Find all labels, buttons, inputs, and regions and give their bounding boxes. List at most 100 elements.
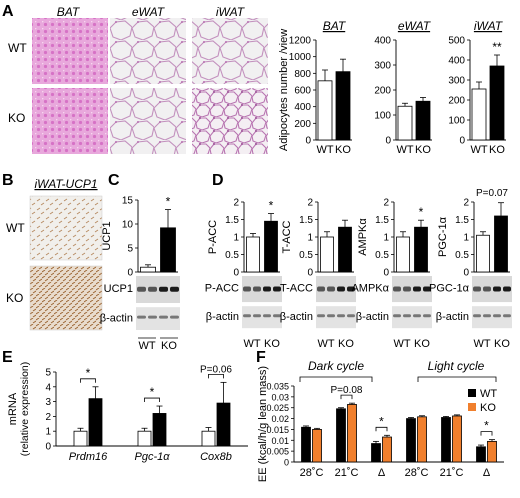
d-pacc-blot-strip-2	[242, 306, 282, 329]
d-pgc-ytick-label: 0	[463, 268, 469, 279]
d-ampk-ylabel: AMPKα	[357, 218, 369, 256]
a-bat-ytick-label: 1000	[289, 52, 312, 63]
e-sig-bracket-1	[144, 397, 160, 403]
e-sig-label-0: *	[86, 366, 91, 380]
panel-c-letter: C	[108, 172, 120, 189]
c-bar-ko	[160, 227, 176, 273]
d-ampk-blot-band	[413, 286, 421, 292]
d-pacc-blot-band	[273, 286, 281, 292]
d-tacc-actin-label: β-actin	[280, 311, 313, 323]
d-pgc-blot-label: PGC-1α	[429, 283, 470, 295]
f-bar-s2-0	[312, 429, 322, 463]
a-iwat-bar-ko	[489, 65, 505, 141]
f-sig-bracket-5	[480, 431, 493, 436]
e-ytick-label: 4	[45, 382, 51, 393]
d-pgc-blot-band	[473, 286, 481, 292]
panel-b-row-ko: KO	[6, 291, 23, 305]
d-ampk-xlabel: WT	[393, 338, 410, 350]
d-ampk-xlabel: KO	[414, 338, 430, 350]
d-pgc-blot-band	[503, 286, 511, 292]
d-pacc-xlabel: KO	[264, 338, 280, 350]
f-bar-s1-1	[336, 408, 346, 463]
micrograph-iwat-wt	[192, 18, 268, 84]
d-tacc-blot-strip-2	[316, 306, 356, 329]
d-tacc-ytick-label: 1	[307, 233, 313, 244]
c-blot-band	[170, 286, 179, 292]
a-ewat-xtick-label: KO	[415, 144, 431, 156]
f-xtick-label: 21˚C	[440, 467, 464, 479]
c-sig-label: *	[166, 195, 171, 209]
panel-f-bracket-light	[417, 376, 497, 382]
d-tacc-actin-band	[337, 314, 345, 318]
d-pgc-xlabel: WT	[473, 338, 490, 350]
c-ytick-label: 0	[127, 268, 133, 279]
f-bar-s2-3	[417, 416, 427, 463]
e-bar-s1-2	[201, 430, 216, 447]
micrograph-ewat-wt	[110, 18, 186, 84]
c-blot-strip-2	[136, 307, 180, 330]
f-sig-bracket-2	[375, 426, 388, 432]
micrograph-bat-wt	[32, 18, 108, 84]
d-pgc-blot-band	[493, 286, 501, 292]
d-pgc-bar-ko	[494, 215, 508, 273]
f-bar-s1-5	[476, 446, 486, 463]
d-pacc-actin-band	[263, 314, 271, 318]
f-bar-s1-3	[406, 418, 416, 463]
f-ytick-label: 0.035	[266, 382, 289, 392]
d-pgc-ytick-label: 0.5	[455, 250, 469, 261]
a-iwat-ytick-label: 100	[448, 116, 465, 127]
panel-b-letter: B	[2, 172, 14, 189]
panel-b-title: iWAT-UCP1	[34, 177, 97, 191]
d-pgc-ylabel: PGC-1α	[437, 216, 449, 257]
d-pacc-ytick-label: 0.5	[225, 250, 239, 261]
e-xtick-label: Prdm16	[69, 451, 108, 463]
d-pacc-xlabel: WT	[243, 338, 260, 350]
c-xlabel: KO	[161, 340, 177, 352]
micrograph-iwat-ko	[192, 88, 268, 154]
f-bar-s1-2	[371, 443, 381, 463]
d-pacc-actin-band	[243, 314, 251, 318]
d-ampk-actin-label: β-actin	[356, 311, 389, 323]
e-ytick-label: 2	[45, 412, 51, 423]
c-ylabel: UCP1	[101, 221, 113, 250]
panel-f-letter: F	[256, 349, 266, 366]
d-ampk-ytick-label: 1	[383, 233, 389, 244]
panel-a-row-wt: WT	[8, 41, 27, 55]
d-ampk-bar-ko	[414, 226, 428, 273]
e-xtick-label: Cox8b	[200, 451, 232, 463]
panel-a-letter: A	[2, 3, 14, 20]
a-bat-ylabel: Adipocytes number /view	[278, 29, 290, 151]
legend-label-wt: WT	[480, 388, 497, 400]
d-pgc-blot-strip-2	[472, 306, 512, 329]
e-ylabel2: (relative expression)	[19, 362, 31, 457]
a-bat-ytick-label: 400	[294, 102, 311, 113]
f-xtick-label: Δ	[483, 467, 491, 479]
panel-e-letter: E	[2, 349, 13, 366]
d-tacc-ytick-label: 0	[307, 268, 313, 279]
panel-a-row-ko: KO	[8, 111, 25, 125]
legend-label-ko: KO	[480, 402, 496, 414]
c-blot-band	[159, 286, 168, 292]
a-bat-title: BAT	[323, 19, 347, 33]
e-ylabel: mRNA	[7, 392, 19, 425]
d-tacc-blot-band	[327, 286, 335, 292]
a-bat-ytick-label: 800	[294, 69, 311, 80]
a-bat-ytick-label: 200	[294, 119, 311, 130]
c-actin-band	[170, 315, 179, 319]
f-xtick-label: 28˚C	[300, 467, 324, 479]
a-iwat-ytick-label: 400	[448, 56, 465, 67]
a-ewat-ytick-label: 400	[374, 36, 391, 47]
f-ytick-label: 0.01	[271, 436, 289, 446]
panel-f-group-dark: Dark cycle	[308, 359, 364, 373]
e-bar-s2-2	[216, 402, 231, 447]
d-pgc-actin-band	[473, 314, 481, 318]
micrograph-ucp1-wt	[29, 195, 103, 261]
panel-d-letter: D	[212, 172, 224, 189]
c-blot-band	[148, 286, 157, 292]
d-ampk-actin-band	[423, 314, 431, 318]
d-tacc-blot-band	[347, 286, 355, 292]
a-ewat-xtick-label: WT	[396, 144, 413, 156]
panel-a-title-bat: BAT	[57, 5, 81, 19]
d-tacc-ylabel: T-ACC	[281, 220, 293, 253]
